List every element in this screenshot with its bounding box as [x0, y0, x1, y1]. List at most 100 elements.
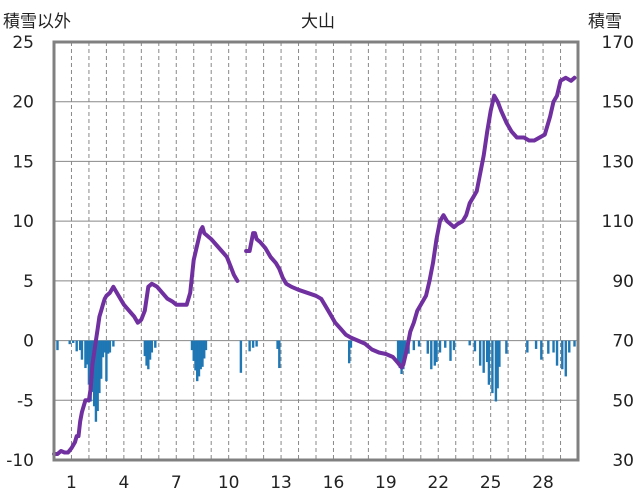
gridlines	[54, 42, 578, 460]
bar	[438, 340, 442, 353]
y-left-tick-label: 20	[12, 93, 34, 113]
bar	[468, 340, 471, 346]
y-left-tick-label: -10	[6, 451, 34, 471]
bar	[540, 340, 543, 360]
bar	[452, 340, 456, 351]
bar	[92, 340, 96, 407]
y-right-tick-label: 70	[612, 332, 634, 352]
bar	[148, 340, 152, 360]
y-right-tick-label: 130	[602, 152, 634, 172]
bar	[105, 340, 108, 382]
bar	[426, 340, 429, 354]
plot-frame	[52, 40, 580, 462]
bar	[154, 340, 157, 348]
bar	[79, 340, 82, 351]
y-right-tick-label: 30	[612, 451, 634, 471]
bar	[108, 340, 112, 353]
bar	[68, 340, 71, 345]
bar	[482, 340, 485, 373]
bar	[201, 340, 204, 367]
x-tick-label: 7	[171, 473, 182, 493]
bar	[192, 340, 195, 361]
bar	[444, 340, 447, 348]
x-tick-label: 16	[323, 473, 345, 493]
bar	[347, 340, 351, 364]
bar	[190, 340, 194, 351]
bar	[204, 340, 208, 351]
bar	[194, 340, 197, 371]
bar	[402, 340, 405, 370]
bar	[473, 340, 477, 352]
chart-title: 大山	[301, 12, 335, 32]
bar	[552, 340, 555, 353]
bar	[112, 340, 115, 347]
bar	[85, 340, 89, 365]
bar	[143, 340, 147, 357]
bar	[96, 340, 99, 412]
bar	[101, 340, 105, 358]
bar	[276, 340, 279, 349]
bar	[568, 340, 571, 353]
x-tick-label: 10	[218, 473, 240, 493]
snow-depth-line	[52, 75, 577, 456]
bar	[103, 340, 106, 353]
bar	[239, 340, 243, 373]
bar	[196, 340, 199, 382]
bar	[487, 340, 491, 385]
bar	[430, 340, 433, 370]
bar	[564, 340, 567, 377]
x-tick-label: 1	[66, 473, 77, 493]
bar	[496, 340, 499, 389]
y-right-tick-label: 110	[602, 212, 634, 232]
y-right-tick-label: 90	[612, 272, 634, 292]
bar	[75, 340, 78, 352]
bar	[494, 340, 498, 402]
bar	[485, 340, 489, 363]
bar	[498, 340, 501, 367]
bar	[435, 340, 438, 363]
bar	[433, 340, 436, 366]
y-left-tick-label: 15	[12, 152, 34, 172]
bar	[87, 340, 91, 385]
bar	[72, 340, 75, 343]
bar	[278, 340, 281, 369]
bar	[251, 340, 255, 348]
y-left-tick-label: 25	[12, 33, 34, 53]
x-tick-label: 22	[427, 473, 449, 493]
bar	[534, 340, 538, 349]
y-left-ticks: 25 20 15 10 5 0 -5 -10	[6, 33, 34, 471]
y-right-tick-label: 50	[612, 391, 634, 411]
bar	[349, 340, 353, 348]
bar	[400, 340, 403, 375]
bar	[84, 340, 87, 369]
y-left-tick-label: 10	[12, 212, 34, 232]
bar	[555, 340, 559, 366]
bar	[199, 340, 202, 370]
bar	[505, 340, 508, 354]
bar	[197, 340, 201, 377]
x-tick-label: 19	[375, 473, 397, 493]
bar	[412, 340, 416, 351]
line-segment	[244, 75, 577, 370]
y-left-tick-label: 0	[23, 332, 34, 352]
bar	[255, 340, 258, 347]
bar	[80, 340, 84, 360]
y-right-label: 積雪	[588, 12, 622, 32]
y-left-label: 積雪以外	[3, 12, 71, 32]
line-segment	[52, 225, 240, 456]
bar	[94, 340, 98, 422]
bar	[203, 340, 206, 359]
bar	[106, 340, 110, 354]
bar	[98, 340, 101, 394]
y-right-tick-label: 170	[602, 33, 634, 53]
x-tick-label: 4	[118, 473, 129, 493]
bar	[491, 340, 494, 394]
x-tick-label: 25	[480, 473, 502, 493]
y-right-ticks: 170 150 130 110 90 70 50 30	[602, 33, 634, 471]
bar	[398, 340, 402, 369]
y-left-tick-label: -5	[17, 391, 34, 411]
bar	[248, 340, 251, 352]
bar	[478, 340, 482, 366]
x-tick-label: 28	[532, 473, 554, 493]
